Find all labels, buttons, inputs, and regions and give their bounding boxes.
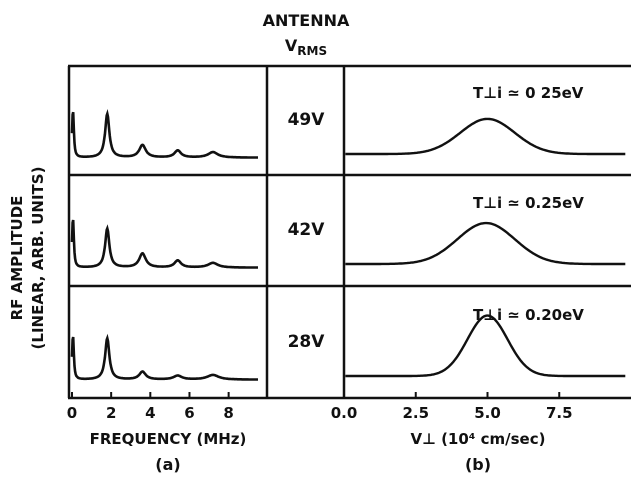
x-tick-label-b: 7.5 (546, 404, 573, 422)
temperature-label: T⊥i ≃ 0 25eV (473, 84, 584, 102)
y-axis-label-line2: (LINEAR, ARB. UNITS) (29, 167, 47, 350)
spectrum-line (70, 333, 258, 381)
spectrum-line (70, 109, 258, 159)
panel-b-label: (b) (465, 455, 491, 474)
axis-ticks: 0 2 4 6 8 0.0 2.5 5.0 7.5 (67, 392, 573, 422)
frame (67, 64, 631, 400)
x-tick-label-a: 4 (145, 404, 155, 422)
distribution-line (345, 221, 626, 266)
panel-b-distributions: T⊥i ≃ 0 25eV T⊥i ≃ 0.25eV T⊥i ≃ 0.20eV (345, 84, 626, 378)
header-v: V (285, 36, 298, 55)
x-tick-label-b: 5.0 (474, 404, 501, 422)
temperature-label: T⊥i ≃ 0.25eV (473, 194, 584, 212)
panel-a-label: (a) (155, 455, 180, 474)
x-tick-label-a: 2 (106, 404, 116, 422)
panel-b-x-axis-label: V⊥ (10⁴ cm/sec) (411, 430, 546, 448)
header-rms-subscript: RMS (297, 44, 327, 58)
x-tick-label-a: 8 (223, 404, 233, 422)
distribution-line (345, 314, 626, 378)
y-axis-label-line1: RF AMPLITUDE (8, 196, 26, 321)
voltage-label: 42V (288, 220, 326, 240)
header-vrms: VRMS (285, 36, 327, 58)
x-tick-label-b: 0.0 (331, 404, 358, 422)
voltage-label: 49V (288, 110, 326, 130)
spectrum-line (70, 219, 258, 269)
antenna-voltages: 49V 42V 28V (288, 110, 326, 352)
x-tick-label-b: 2.5 (402, 404, 429, 422)
distribution-line (345, 117, 626, 156)
header-antenna: ANTENNA (263, 11, 350, 30)
y-axis-label: RF AMPLITUDE (LINEAR, ARB. UNITS) (8, 167, 47, 350)
x-tick-label-a: 6 (184, 404, 194, 422)
temperature-label: T⊥i ≃ 0.20eV (473, 306, 584, 324)
panel-a-spectra (70, 109, 258, 381)
panel-a-x-axis-label: FREQUENCY (MHz) (90, 430, 247, 448)
voltage-label: 28V (288, 332, 326, 352)
x-tick-label-a: 0 (67, 404, 77, 422)
